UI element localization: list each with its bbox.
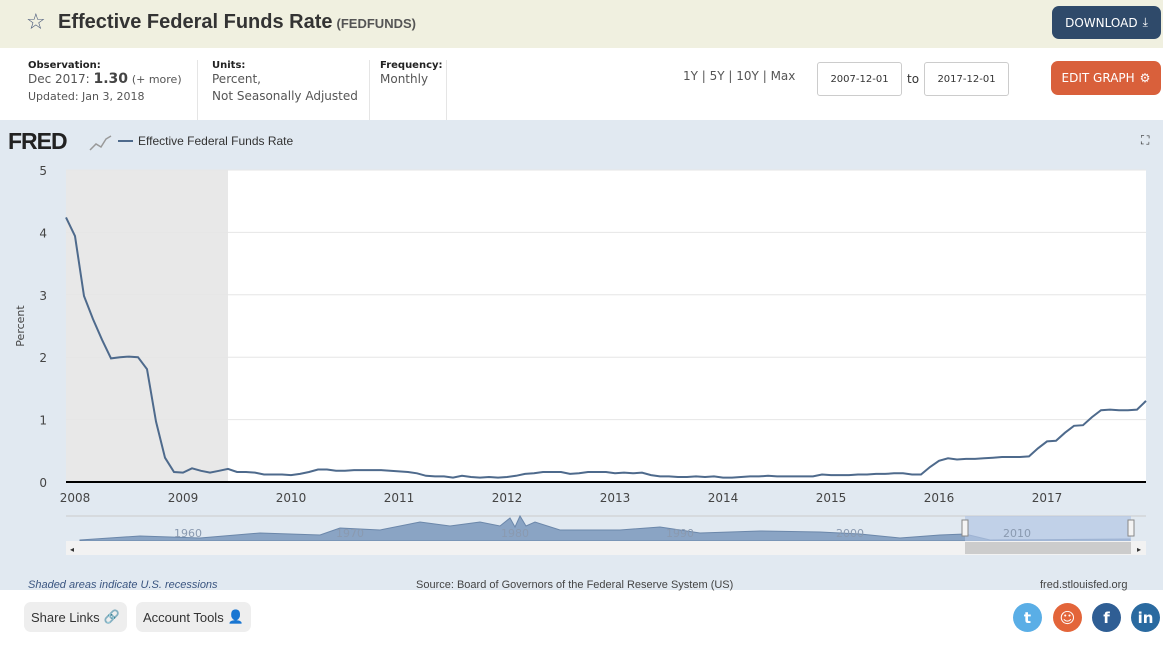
- navigator-right-handle[interactable]: [1127, 519, 1135, 537]
- frequency-label: Frequency:: [380, 60, 443, 71]
- units-panel: Units: Percent, Not Seasonally Adjusted: [212, 48, 358, 120]
- share-label: Share Links: [31, 609, 100, 625]
- units-value: Percent,: [212, 72, 261, 86]
- header-bar: ☆ Effective Federal Funds Rate (FEDFUNDS)…: [0, 0, 1163, 48]
- updated-date: Updated: Jan 3, 2018: [28, 90, 145, 103]
- divider: [197, 60, 198, 120]
- account-tools-button[interactable]: Account Tools 👤: [136, 602, 251, 632]
- y-tick-label: 2: [39, 351, 47, 365]
- navigator-label: 2000: [836, 527, 864, 540]
- navigator-scrollbar[interactable]: [66, 541, 1146, 555]
- frequency-value: Monthly: [380, 72, 429, 86]
- y-tick-label: 1: [39, 414, 47, 428]
- account-label: Account Tools: [143, 609, 224, 625]
- navigator-selection[interactable]: [965, 516, 1131, 541]
- more-link[interactable]: (+ more): [131, 73, 182, 86]
- start-date-input[interactable]: 2007-12-01: [817, 62, 902, 96]
- divider: [446, 60, 447, 120]
- chart-logo-icon: [89, 135, 112, 151]
- x-tick-label: 2015: [816, 491, 847, 505]
- navigator-label: 1970: [336, 527, 364, 540]
- edit-graph-label: EDIT GRAPH: [1061, 71, 1135, 85]
- range-1y[interactable]: 1Y: [683, 69, 698, 83]
- navigator[interactable]: 1960 1970 1980 1990 2000 2010 ◂ ▸: [66, 514, 1146, 555]
- download-icon: ⤓: [1142, 15, 1148, 29]
- facebook-icon[interactable]: f: [1092, 603, 1121, 632]
- units-adjustment: Not Seasonally Adjusted: [212, 89, 358, 103]
- download-label: DOWNLOAD: [1065, 15, 1138, 30]
- y-tick-label: 4: [39, 226, 47, 240]
- user-icon: 👤: [227, 609, 244, 624]
- recession-note: Shaded areas indicate U.S. recessions: [28, 579, 218, 591]
- x-tick-label: 2010: [276, 491, 307, 505]
- title-text: Effective Federal Funds Rate: [58, 11, 333, 33]
- frequency-panel: Frequency: Monthly: [380, 48, 443, 120]
- twitter-icon[interactable]: t: [1013, 603, 1042, 632]
- range-5y[interactable]: 5Y: [709, 69, 725, 83]
- series-line: [65, 216, 1147, 479]
- linkedin-icon[interactable]: in: [1131, 603, 1160, 632]
- scrollbar-thumb[interactable]: [965, 542, 1131, 554]
- navigator-label: 1990: [666, 527, 694, 540]
- download-button[interactable]: DOWNLOAD ⤓: [1052, 6, 1161, 39]
- site-link[interactable]: fred.stlouisfed.org: [1040, 579, 1128, 591]
- divider: [369, 60, 370, 120]
- navigator-label: 1980: [501, 527, 529, 540]
- share-links-button[interactable]: Share Links 🔗: [24, 602, 127, 632]
- source-note: Source: Board of Governors of the Federa…: [416, 579, 734, 591]
- range-selector: 1Y | 5Y | 10Y | Max: [683, 69, 796, 83]
- to-label: to: [907, 72, 920, 86]
- series-id: (FEDFUNDS): [336, 16, 416, 31]
- end-date-input[interactable]: 2017-12-01: [924, 62, 1009, 96]
- reddit-icon[interactable]: ☺: [1053, 603, 1082, 632]
- x-tick-label: 2017: [1032, 491, 1063, 505]
- x-tick-label: 2016: [924, 491, 955, 505]
- navigator-label: 2010: [1003, 527, 1031, 540]
- y-tick-label: 0: [39, 476, 47, 490]
- x-tick-label: 2012: [492, 491, 523, 505]
- units-label: Units:: [212, 60, 246, 71]
- plot-background: [66, 170, 1146, 482]
- observation-date: Dec 2017:: [28, 72, 90, 86]
- navigator-left-handle[interactable]: [961, 519, 969, 537]
- y-tick-label: 5: [39, 164, 47, 178]
- y-axis-label: Percent: [14, 305, 27, 347]
- range-10y[interactable]: 10Y: [736, 69, 759, 83]
- x-tick-label: 2013: [600, 491, 631, 505]
- legend-label: Effective Federal Funds Rate: [138, 134, 294, 148]
- star-icon[interactable]: ☆: [26, 10, 46, 35]
- link-icon: 🔗: [103, 609, 120, 624]
- observation-label: Observation:: [28, 60, 101, 71]
- edit-graph-button[interactable]: EDIT GRAPH ⚙: [1051, 61, 1161, 95]
- fullscreen-icon[interactable]: ⛶: [1140, 133, 1150, 147]
- y-tick-label: 3: [39, 289, 47, 303]
- x-tick-label: 2011: [384, 491, 415, 505]
- x-tick-label: 2008: [60, 491, 91, 505]
- range-max[interactable]: Max: [770, 69, 796, 83]
- x-tick-label: 2014: [708, 491, 739, 505]
- observation-panel: Observation: Dec 2017: 1.30 (+ more) Upd…: [28, 48, 182, 120]
- x-tick-label: 2009: [168, 491, 199, 505]
- page-title: Effective Federal Funds Rate (FEDFUNDS): [58, 11, 416, 34]
- scroll-left-icon[interactable]: ◂: [70, 545, 74, 554]
- fred-logo: FRED: [8, 128, 67, 154]
- recession-shade: [66, 170, 228, 482]
- gear-icon: ⚙: [1139, 71, 1151, 85]
- scroll-right-icon[interactable]: ▸: [1137, 545, 1141, 554]
- observation-value: 1.30: [93, 71, 128, 87]
- navigator-label: 1960: [174, 527, 202, 540]
